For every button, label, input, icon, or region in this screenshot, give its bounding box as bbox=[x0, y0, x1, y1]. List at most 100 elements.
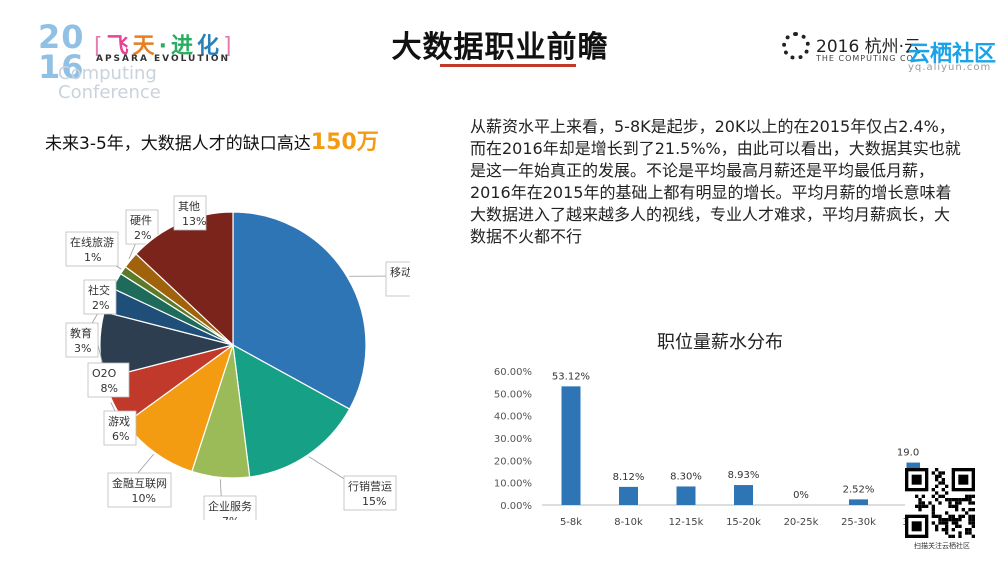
logo-conference: Computing Conference bbox=[58, 64, 161, 102]
pie-label-pct: 8% bbox=[101, 382, 118, 395]
salary-paragraph: 从薪资水平上来看，5-8K是起步，20K以上的在2015年仅占2.4%，而在20… bbox=[470, 117, 961, 246]
qr-module bbox=[941, 518, 945, 522]
qr-module bbox=[921, 501, 925, 505]
qr-module bbox=[935, 528, 939, 532]
qr-module bbox=[918, 498, 922, 502]
qr-module bbox=[938, 514, 942, 518]
industry-pie-chart: 移动互联网33%行销营运15%企业服务7%金融互联网10%游戏6%O2O8%教育… bbox=[65, 195, 411, 520]
qr-finder-core bbox=[958, 474, 969, 485]
logo-right-sub: THE COMPUTING CO bbox=[816, 54, 914, 63]
logo-char: · bbox=[158, 34, 171, 59]
yunqi-logo: 2016 杭州·云 THE COMPUTING CO 云栖社区 yq.aliyu… bbox=[782, 30, 1000, 76]
x-tick-label: 25-30k bbox=[841, 517, 876, 528]
pie-label-box bbox=[65, 322, 99, 358]
qr-module bbox=[938, 501, 942, 505]
qr-module bbox=[958, 498, 962, 502]
qr-module bbox=[931, 508, 935, 512]
pie-label-pct: 3% bbox=[74, 342, 91, 355]
pie-label-box bbox=[87, 362, 130, 398]
qr-module bbox=[931, 471, 935, 475]
qr-module bbox=[958, 518, 962, 522]
qr-module bbox=[938, 521, 942, 525]
qr-module bbox=[941, 478, 945, 482]
qr-module bbox=[965, 498, 969, 502]
qr-module bbox=[935, 478, 939, 482]
qr-code-icon bbox=[905, 468, 975, 538]
pie-label-box bbox=[343, 475, 397, 511]
y-tick-label: 10.00% bbox=[494, 479, 532, 490]
qr-module bbox=[945, 518, 949, 522]
pie-label-box bbox=[65, 231, 119, 267]
qr-caption: 扫描关注云栖社区 bbox=[914, 542, 970, 550]
pie-label-name: 行销营运 bbox=[348, 479, 392, 493]
pie-label-box bbox=[203, 495, 257, 520]
pie-slice bbox=[232, 343, 351, 478]
logo-bracket-open: [ bbox=[94, 34, 107, 59]
qr-module bbox=[971, 501, 975, 505]
qr-module bbox=[935, 468, 939, 472]
qr-module bbox=[955, 504, 959, 508]
pie-label-name: 社交 bbox=[88, 283, 110, 297]
qr-module bbox=[931, 521, 935, 525]
qr-module bbox=[931, 514, 935, 518]
qr-module bbox=[971, 508, 975, 512]
pie-label-pct: 10% bbox=[132, 492, 156, 505]
qr-module bbox=[951, 534, 955, 538]
qr-module bbox=[955, 521, 959, 525]
qr-module bbox=[961, 508, 965, 512]
bar bbox=[849, 499, 868, 505]
pie-label-box bbox=[107, 472, 172, 508]
qr-module bbox=[968, 508, 972, 512]
qr-module bbox=[971, 524, 975, 528]
qr-module bbox=[918, 501, 922, 505]
qr-module bbox=[941, 471, 945, 475]
qr-module bbox=[941, 521, 945, 525]
pie-label: 行销营运 15% bbox=[343, 475, 397, 511]
logo-char: 进 bbox=[170, 34, 197, 59]
qr-module bbox=[948, 498, 952, 502]
qr-module bbox=[945, 491, 949, 495]
qr-module bbox=[945, 524, 949, 528]
qr-module bbox=[935, 514, 939, 518]
logo-char: 天 bbox=[132, 34, 159, 59]
qr-module bbox=[958, 531, 962, 535]
logo-char: 飞 bbox=[106, 34, 133, 59]
logo-year: 20 16 bbox=[38, 21, 85, 83]
qr-module bbox=[938, 471, 942, 475]
logo-year-top: 20 bbox=[38, 18, 85, 56]
bar bbox=[734, 485, 753, 505]
qr-module bbox=[955, 524, 959, 528]
apsara-logo: 20 16 [飞天·进化] APSARA EVOLUTION Computing… bbox=[38, 21, 258, 102]
pie-label-pct: 33% bbox=[410, 281, 411, 294]
qr-module bbox=[941, 481, 945, 485]
qr-module bbox=[935, 498, 939, 502]
computing-conference-icon bbox=[782, 32, 810, 60]
qr-module bbox=[968, 531, 972, 535]
qr-module bbox=[958, 501, 962, 505]
bar-value-label: 8.12% bbox=[613, 472, 645, 483]
qr-module bbox=[945, 531, 949, 535]
qr-module bbox=[955, 508, 959, 512]
pie-label-name: 金融互联网 bbox=[112, 476, 167, 490]
logo-conf-line2: Conference bbox=[58, 82, 161, 103]
pie-label-pct: 6% bbox=[112, 430, 129, 443]
qr-module bbox=[931, 504, 935, 508]
y-tick-label: 60.00% bbox=[494, 367, 532, 378]
logo-char: 化 bbox=[197, 34, 224, 59]
qr-module bbox=[968, 501, 972, 505]
logo-en-text: APSARA EVOLUTION bbox=[96, 54, 231, 64]
qr-module bbox=[971, 518, 975, 522]
qr-module bbox=[951, 518, 955, 522]
qr-module bbox=[961, 498, 965, 502]
qr-module bbox=[958, 514, 962, 518]
qr-module bbox=[971, 494, 975, 498]
bar-value-label: 2.52% bbox=[843, 484, 875, 495]
pie-label-name: 硬件 bbox=[130, 214, 152, 227]
qr-module bbox=[928, 501, 932, 505]
pie-label-pct: 1% bbox=[84, 251, 101, 264]
y-tick-label: 0.00% bbox=[500, 501, 532, 512]
qr-module bbox=[941, 494, 945, 498]
bar-value-label: 8.93% bbox=[728, 470, 760, 481]
pie-label-pct: 15% bbox=[362, 495, 386, 508]
